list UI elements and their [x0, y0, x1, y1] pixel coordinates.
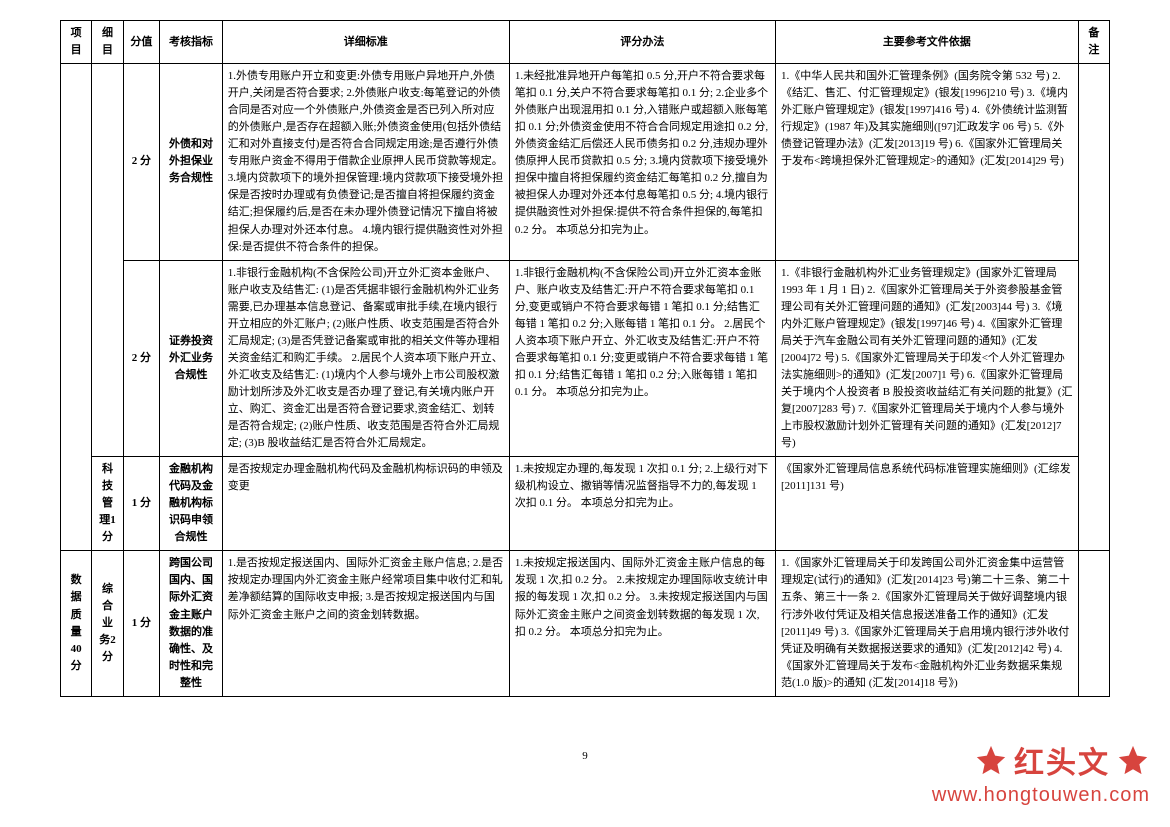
cell-note: [1078, 64, 1109, 551]
watermark-text: 红头文: [1014, 738, 1110, 782]
cell-note: [1078, 551, 1109, 696]
cell-detail: 是否按规定办理金融机构代码及金融机构标识码的申领及变更: [222, 457, 509, 551]
col-detail: 详细标准: [222, 21, 509, 64]
cell-ximu: 综合业务2分: [92, 551, 123, 696]
cell-method: 1.非银行金融机构(不含保险公司)开立外汇资本金账户、账户收支及结售汇:开户不符…: [509, 260, 775, 457]
cell-metric: 证券投资外汇业务合规性: [160, 260, 223, 457]
cell-reference: 《国家外汇管理局信息系统代码标准管理实施细则》(汇综发[2011]131 号): [775, 457, 1078, 551]
cell-ximu: 科技管理1分: [92, 457, 123, 551]
cell-metric: 外债和对外担保业务合规性: [160, 64, 223, 261]
cell-detail: 1.外债专用账户开立和变更:外债专用账户异地开户,外债开户,关闭是否符合要求; …: [222, 64, 509, 261]
col-score: 分值: [123, 21, 160, 64]
table-row: 2 分 证券投资外汇业务合规性 1.非银行金融机构(不含保险公司)开立外汇资本金…: [61, 260, 1110, 457]
cell-reference: 1.《国家外汇管理局关于印发跨国公司外汇资金集中运营管理规定(试行)的通知》(汇…: [775, 551, 1078, 696]
page-number: 9: [582, 750, 588, 762]
cell-project: 数据质量40分: [61, 551, 92, 696]
star-icon: [1116, 743, 1150, 777]
watermark-stars: 红头文: [932, 738, 1150, 782]
cell-reference: 1.《非银行金融机构外汇业务管理规定》(国家外汇管理局 1993 年 1 月 1…: [775, 260, 1078, 457]
cell-metric: 跨国公司国内、国际外汇资金主账户数据的准确性、及时性和完整性: [160, 551, 223, 696]
col-method: 评分办法: [509, 21, 775, 64]
cell-method: 1.未按规定办理的,每发现 1 次扣 0.1 分; 2.上级行对下级机构设立、撤…: [509, 457, 775, 551]
cell-method: 1.未按规定报送国内、国际外汇资金主账户信息的每发现 1 次,扣 0.2 分。 …: [509, 551, 775, 696]
cell-detail: 1.是否按规定报送国内、国际外汇资金主账户信息; 2.是否按规定办理国内外汇资金…: [222, 551, 509, 696]
cell-score: 2 分: [123, 260, 160, 457]
cell-method: 1.未经批准异地开户每笔扣 0.5 分,开户不符合要求每笔扣 0.1 分,关户不…: [509, 64, 775, 261]
cell-score: 2 分: [123, 64, 160, 261]
col-note: 备注: [1078, 21, 1109, 64]
watermark-url: www.hongtouwen.com: [932, 784, 1150, 807]
table-row: 数据质量40分 综合业务2分 1 分 跨国公司国内、国际外汇资金主账户数据的准确…: [61, 551, 1110, 696]
cell-metric: 金融机构代码及金融机构标识码申领合规性: [160, 457, 223, 551]
cell-score: 1 分: [123, 551, 160, 696]
star-icon: [974, 743, 1008, 777]
cell-detail: 1.非银行金融机构(不含保险公司)开立外汇资本金账户、账户收支及结售汇: (1)…: [222, 260, 509, 457]
table-header-row: 项目 细目 分值 考核指标 详细标准 评分办法 主要参考文件依据 备注: [61, 21, 1110, 64]
table-row: 2 分 外债和对外担保业务合规性 1.外债专用账户开立和变更:外债专用账户异地开…: [61, 64, 1110, 261]
col-project: 项目: [61, 21, 92, 64]
cell-project: [61, 64, 92, 551]
col-ximu: 细目: [92, 21, 123, 64]
cell-score: 1 分: [123, 457, 160, 551]
cell-ximu: [92, 64, 123, 457]
watermark: 红头文 www.hongtouwen.com: [932, 738, 1150, 807]
col-metric: 考核指标: [160, 21, 223, 64]
col-reference: 主要参考文件依据: [775, 21, 1078, 64]
table-row: 科技管理1分 1 分 金融机构代码及金融机构标识码申领合规性 是否按规定办理金融…: [61, 457, 1110, 551]
assessment-table: 项目 细目 分值 考核指标 详细标准 评分办法 主要参考文件依据 备注 2 分 …: [60, 20, 1110, 697]
cell-reference: 1.《中华人民共和国外汇管理条例》(国务院令第 532 号) 2.《结汇、售汇、…: [775, 64, 1078, 261]
